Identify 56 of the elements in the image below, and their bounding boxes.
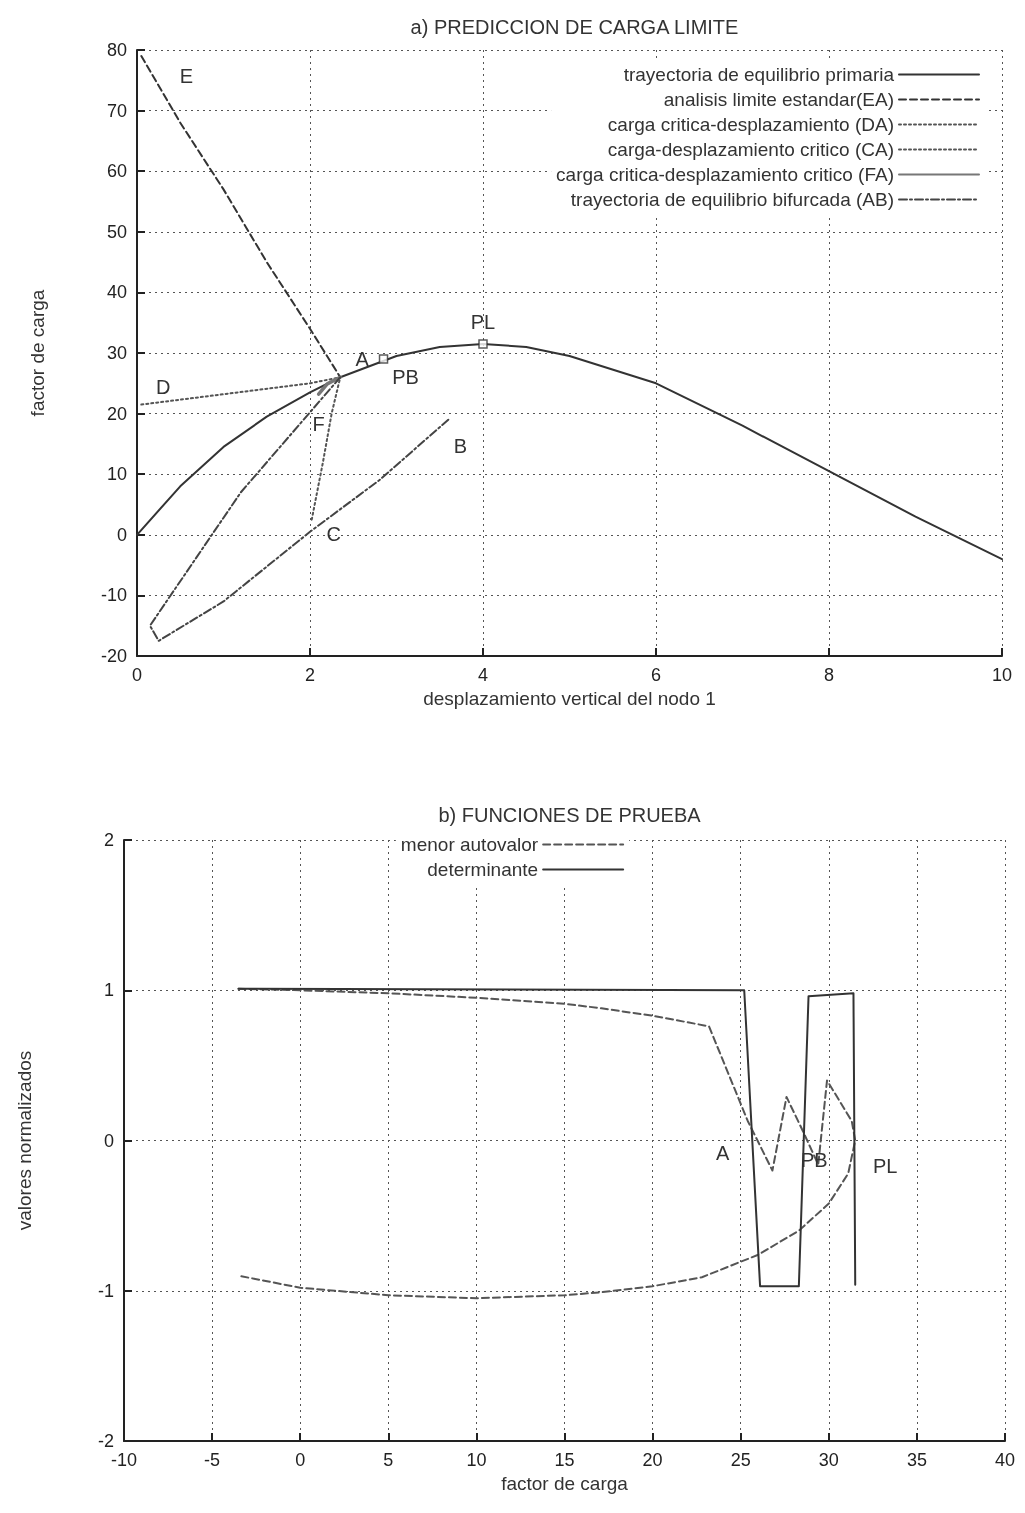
legend-label: trayectoria de equilibrio bifurcada (AB) — [570, 189, 894, 210]
y-tick-label: 10 — [106, 464, 127, 485]
x-tick-label: 35 — [906, 1450, 927, 1470]
x-tick-label: 15 — [554, 1450, 575, 1470]
annotation: F — [312, 413, 325, 436]
legend-label: determinante — [427, 859, 539, 880]
legend-label: trayectoria de equilibrio primaria — [623, 64, 895, 85]
x-tick-label: 2 — [304, 665, 316, 685]
y-tick-label: 20 — [106, 403, 127, 424]
y-tick-label: 30 — [106, 343, 127, 363]
annotation: PB — [392, 366, 419, 389]
y-tick-label: 80 — [106, 40, 127, 60]
chart-title: b) FUNCIONES DE PRUEBA — [438, 804, 702, 826]
y-tick-label: -20 — [100, 646, 127, 666]
annotation: A — [355, 348, 370, 371]
y-tick-label: -10 — [100, 585, 127, 606]
x-tick-label: 4 — [477, 665, 489, 685]
annotation: PL — [873, 1154, 898, 1177]
x-axis-title: desplazamiento vertical del nodo 1 — [423, 687, 716, 709]
y-tick-label: -1 — [97, 1280, 114, 1301]
legend-label: analisis limite estandar(EA) — [663, 89, 894, 110]
x-tick-label: 8 — [823, 665, 835, 685]
annotation: B — [453, 434, 468, 457]
legend-label: carga-desplazamiento critico (CA) — [607, 139, 894, 160]
x-tick-label: 5 — [383, 1450, 394, 1470]
x-tick-label: 30 — [818, 1450, 839, 1470]
x-tick-label: 40 — [994, 1450, 1016, 1470]
annotation: PL — [470, 310, 496, 333]
x-tick-label: 20 — [642, 1450, 663, 1470]
y-tick-label: 70 — [106, 100, 127, 121]
x-tick-label: 10 — [991, 665, 1013, 685]
annotation: A — [716, 1141, 731, 1164]
y-tick-label: -2 — [97, 1431, 114, 1451]
y-tick-label: 0 — [103, 1130, 114, 1151]
legend-label: carga critica-desplazamiento critico (FA) — [556, 164, 894, 185]
x-tick-label: 6 — [650, 665, 662, 685]
annotation: D — [156, 375, 171, 398]
annotation: E — [179, 65, 193, 88]
x-axis-title: factor de carga — [501, 1472, 629, 1494]
y-tick-label: 0 — [116, 524, 127, 545]
y-tick-label: 60 — [106, 161, 127, 182]
x-tick-label: 10 — [466, 1450, 487, 1470]
x-tick-label: -5 — [204, 1450, 221, 1470]
y-tick-label: 2 — [103, 830, 114, 850]
chart-title: a) PREDICCION DE CARGA LIMITE — [410, 16, 739, 38]
y-tick-label: 50 — [106, 221, 127, 242]
y-axis-title: factor de carga — [27, 289, 48, 417]
x-tick-label: 0 — [295, 1450, 306, 1470]
annotation: C — [326, 522, 341, 545]
y-tick-label: 40 — [106, 282, 127, 303]
x-tick-label: 25 — [730, 1450, 751, 1470]
legend-label: menor autovalor — [400, 834, 539, 855]
y-tick-label: 1 — [103, 980, 114, 1001]
x-tick-label: 0 — [131, 665, 143, 685]
y-axis-title: valores normalizados — [14, 1050, 35, 1231]
legend-label: carga critica-desplazamiento (DA) — [607, 114, 894, 135]
